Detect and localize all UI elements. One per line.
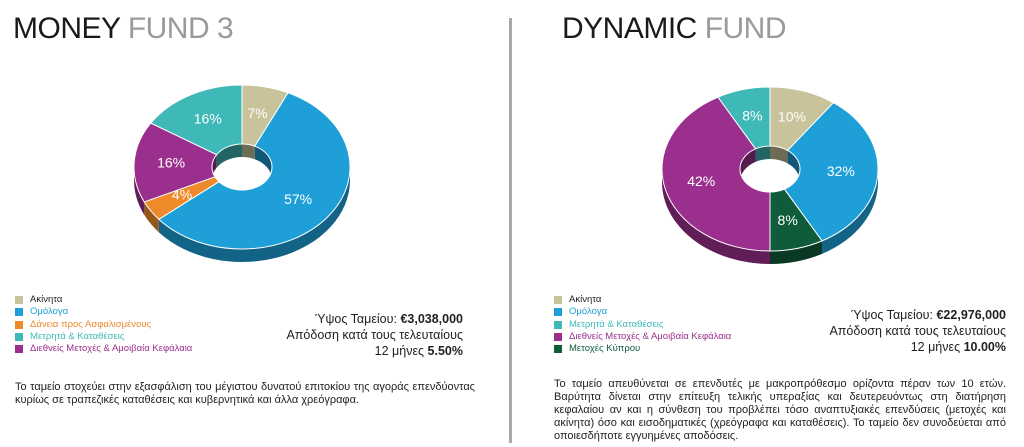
- slice-inner-wall: [770, 146, 788, 164]
- fund-title-light: FUND 3: [127, 12, 234, 45]
- legend-swatch: [15, 308, 23, 317]
- legend-swatch: [554, 308, 562, 317]
- slice-value-label: 16%: [157, 154, 185, 170]
- slice-side: [662, 169, 770, 264]
- legend-label: Διεθνείς Μετοχές & Αμοιβαία Κεφάλαια: [569, 330, 732, 342]
- legend-swatch: [554, 320, 562, 329]
- legend-item: Ομόλογα: [15, 306, 192, 318]
- pie-slice: [661, 96, 771, 252]
- slice-value-label: 4%: [172, 187, 192, 203]
- pie-slice: [150, 84, 243, 156]
- legend-swatch: [15, 345, 23, 354]
- legend-item: Μετοχές Κύπρου: [554, 343, 731, 355]
- pie-slice: [157, 92, 351, 250]
- legend-swatch: [15, 333, 23, 342]
- slice-inner-wall: [242, 144, 255, 160]
- pie-slice: [783, 102, 879, 242]
- fund-info: Ύψος Ταμείου: €3,038,000 Απόδοση κατά το…: [286, 311, 463, 359]
- allocation-donut-chart: 10% 32% 8% 42% 8%: [661, 86, 879, 264]
- slice-value-label: 7%: [247, 105, 267, 121]
- fund-size-value: €22,976,000: [936, 308, 1006, 322]
- money-fund-panel: MONEY FUND 3 7% 57% 4% 16% 16% Ακίνητα Ομόλο…: [0, 0, 505, 447]
- slice-inner-wall: [216, 144, 242, 168]
- legend-item: Μετρητά & Καταθέσεις: [15, 331, 192, 343]
- legend-swatch: [554, 345, 562, 354]
- return-label: Απόδοση κατά τους τελευταίους: [286, 328, 463, 342]
- legend-label: Μετοχές Κύπρου: [569, 343, 641, 355]
- legend-label: Διεθνείς Μετοχές & Αμοιβαία Κεφάλαια: [30, 343, 193, 355]
- fund-title-bold: MONEY: [13, 12, 120, 45]
- chart-legend: Ακίνητα Ομόλογα Δάνεια προς Ασφαλισμένου…: [15, 294, 192, 355]
- legend-label: Δάνεια προς Ασφαλισμένους: [30, 318, 152, 330]
- legend-label: Ακίνητα: [569, 294, 602, 305]
- legend-swatch: [15, 320, 23, 329]
- return-label: Απόδοση κατά τους τελευταίους: [829, 324, 1006, 338]
- slice-side: [822, 169, 878, 254]
- return-period: 12 μήνες: [374, 344, 425, 358]
- legend-swatch: [554, 296, 562, 305]
- slice-inner-wall: [755, 146, 770, 162]
- legend-item: Ομόλογα: [554, 306, 731, 318]
- fund-size-label: Ύψος Ταμείου:: [314, 312, 397, 326]
- fund-title-light: FUND: [704, 12, 787, 45]
- fund-size-label: Ύψος Ταμείου:: [850, 308, 933, 322]
- slice-value-label: 16%: [194, 110, 222, 126]
- dynamic-fund-panel: DYNAMIC FUND 10% 32% 8% 42% 8% Ακίνητα Ομόλο…: [515, 0, 1024, 447]
- return-value: 5.50%: [427, 344, 463, 358]
- allocation-donut-chart: 7% 57% 4% 16% 16%: [133, 84, 351, 262]
- legend-label: Μετρητά & Καταθέσεις: [30, 330, 125, 342]
- fund-info: Ύψος Ταμείου: €22,976,000 Απόδοση κατά τ…: [829, 307, 1006, 355]
- slice-side: [144, 201, 159, 233]
- slice-value-label: 8%: [778, 212, 798, 228]
- panel-divider: [509, 18, 512, 443]
- legend-item: Ακίνητα: [15, 294, 192, 306]
- slice-inner-wall: [740, 148, 756, 182]
- fund-size-value: €3,038,000: [400, 312, 463, 326]
- legend-item: Διεθνείς Μετοχές & Αμοιβαία Κεφάλαια: [554, 331, 731, 343]
- slice-side: [770, 240, 823, 264]
- slice-value-label: 32%: [827, 163, 855, 179]
- fund-description: Το ταμείο στοχεύει στην εξασφάλιση του μ…: [15, 381, 475, 406]
- return-value: 10.00%: [963, 340, 1006, 354]
- slice-value-label: 10%: [778, 108, 806, 124]
- fund-title: MONEY FUND 3: [13, 12, 234, 46]
- legend-label: Μετρητά & Καταθέσεις: [569, 318, 664, 330]
- fund-title: DYNAMIC FUND: [562, 12, 787, 46]
- slice-value-label: 8%: [742, 107, 762, 123]
- legend-swatch: [554, 333, 562, 342]
- slice-value-label: 57%: [284, 191, 312, 207]
- chart-legend: Ακίνητα Ομόλογα Μετρητά & Καταθέσεις Διε…: [554, 294, 731, 355]
- legend-label: Ακίνητα: [30, 294, 63, 305]
- legend-item: Δάνεια προς Ασφαλισμένους: [15, 319, 192, 331]
- return-period: 12 μήνες: [910, 340, 961, 354]
- legend-item: Ακίνητα: [554, 294, 731, 306]
- legend-item: Διεθνείς Μετοχές & Αμοιβαία Κεφάλαια: [15, 343, 192, 355]
- fund-title-bold: DYNAMIC: [562, 12, 697, 45]
- legend-label: Ομόλογα: [569, 306, 608, 318]
- slice-side: [158, 167, 350, 262]
- legend-swatch: [15, 296, 23, 305]
- pie-slice: [717, 86, 771, 150]
- slice-value-label: 42%: [687, 173, 715, 189]
- slice-inner-wall: [254, 146, 272, 180]
- pie-slice: [133, 122, 218, 203]
- slice-inner-wall: [787, 150, 800, 182]
- legend-item: Μετρητά & Καταθέσεις: [554, 319, 731, 331]
- fund-description: Το ταμείο απευθύνεται σε επενδυτές με μα…: [554, 378, 1006, 442]
- legend-label: Ομόλογα: [30, 306, 69, 318]
- slice-side: [134, 167, 145, 215]
